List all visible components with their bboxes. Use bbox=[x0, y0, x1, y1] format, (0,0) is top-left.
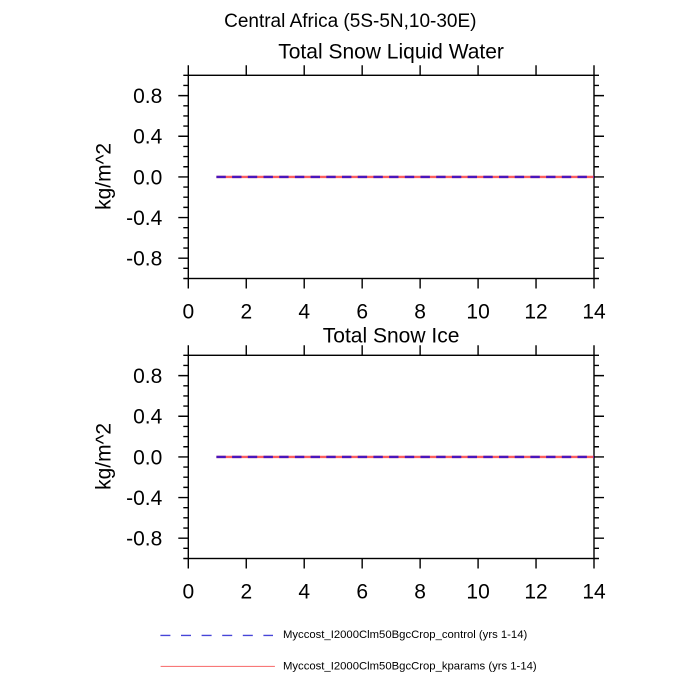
svg-text:6: 6 bbox=[356, 581, 368, 604]
svg-text:10: 10 bbox=[466, 581, 489, 604]
svg-text:-0.8: -0.8 bbox=[126, 528, 162, 551]
svg-text:14: 14 bbox=[582, 301, 606, 324]
svg-text:-0.4: -0.4 bbox=[126, 487, 163, 510]
svg-text:0.4: 0.4 bbox=[133, 126, 163, 149]
svg-text:8: 8 bbox=[414, 301, 426, 324]
svg-text:14: 14 bbox=[582, 581, 606, 604]
svg-text:0.8: 0.8 bbox=[133, 85, 162, 108]
svg-text:0.4: 0.4 bbox=[133, 406, 163, 429]
svg-text:0.8: 0.8 bbox=[133, 365, 162, 388]
svg-text:-0.4: -0.4 bbox=[126, 207, 163, 230]
svg-text:4: 4 bbox=[298, 581, 310, 604]
svg-text:12: 12 bbox=[524, 301, 547, 324]
svg-text:Total Snow Liquid Water: Total Snow Liquid Water bbox=[278, 40, 504, 63]
svg-text:2: 2 bbox=[240, 581, 252, 604]
svg-text:Myccost_I2000Clm50BgcCrop_kpar: Myccost_I2000Clm50BgcCrop_kparams (yrs 1… bbox=[283, 661, 537, 673]
svg-text:0: 0 bbox=[182, 301, 194, 324]
svg-text:-0.8: -0.8 bbox=[126, 248, 162, 271]
svg-text:0: 0 bbox=[182, 581, 194, 604]
svg-text:12: 12 bbox=[524, 581, 547, 604]
svg-text:Central Africa (5S-5N,10-30E): Central Africa (5S-5N,10-30E) bbox=[224, 11, 476, 32]
svg-text:kg/m^2: kg/m^2 bbox=[92, 423, 115, 490]
svg-text:Total Snow Ice: Total Snow Ice bbox=[323, 325, 460, 348]
svg-text:0.0: 0.0 bbox=[133, 446, 162, 469]
svg-text:Myccost_I2000Clm50BgcCrop_cont: Myccost_I2000Clm50BgcCrop_control (yrs 1… bbox=[283, 629, 527, 641]
svg-text:8: 8 bbox=[414, 581, 426, 604]
svg-text:10: 10 bbox=[466, 301, 489, 324]
svg-text:6: 6 bbox=[356, 301, 368, 324]
svg-text:kg/m^2: kg/m^2 bbox=[92, 143, 115, 210]
svg-text:0.0: 0.0 bbox=[133, 166, 162, 189]
svg-text:2: 2 bbox=[240, 301, 252, 324]
svg-text:4: 4 bbox=[298, 301, 310, 324]
